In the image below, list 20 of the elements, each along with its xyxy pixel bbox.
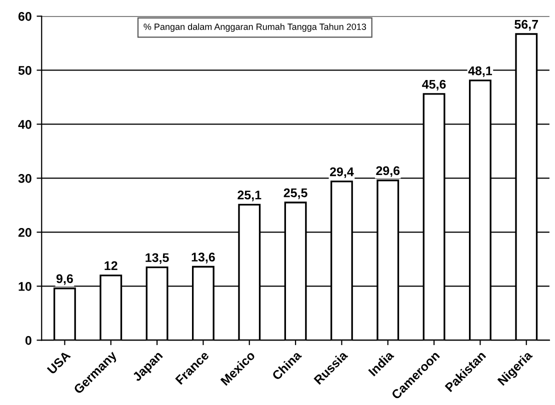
text: % Pangan dalam Anggaran Rumah Tangga Tahun 2013 <box>144 23 366 32</box>
data-label: 9,6 <box>56 274 73 285</box>
data-label: 29,6 <box>376 166 400 177</box>
data-label: 13,5 <box>146 253 169 264</box>
x-tick-label: USA <box>46 350 71 375</box>
y-tick-label: 30 <box>18 174 32 183</box>
data-label: 25,1 <box>238 190 262 202</box>
data-label: 56,7 <box>514 20 538 31</box>
y-tick-label: 10 <box>18 282 32 291</box>
data-label: 25,5 <box>284 188 308 200</box>
data-label: 48,1 <box>468 66 492 78</box>
data-label: 45,6 <box>422 80 446 91</box>
data-label: 29,4 <box>330 167 354 178</box>
y-tick-label: 50 <box>18 66 32 75</box>
y-tick-label: 0 <box>25 336 32 345</box>
data-label: 12 <box>104 261 118 270</box>
y-tick-label: 40 <box>18 120 32 129</box>
data-label: 13,6 <box>192 252 215 264</box>
y-tick-label: 20 <box>18 228 32 237</box>
y-tick-label: 60 <box>18 12 32 21</box>
